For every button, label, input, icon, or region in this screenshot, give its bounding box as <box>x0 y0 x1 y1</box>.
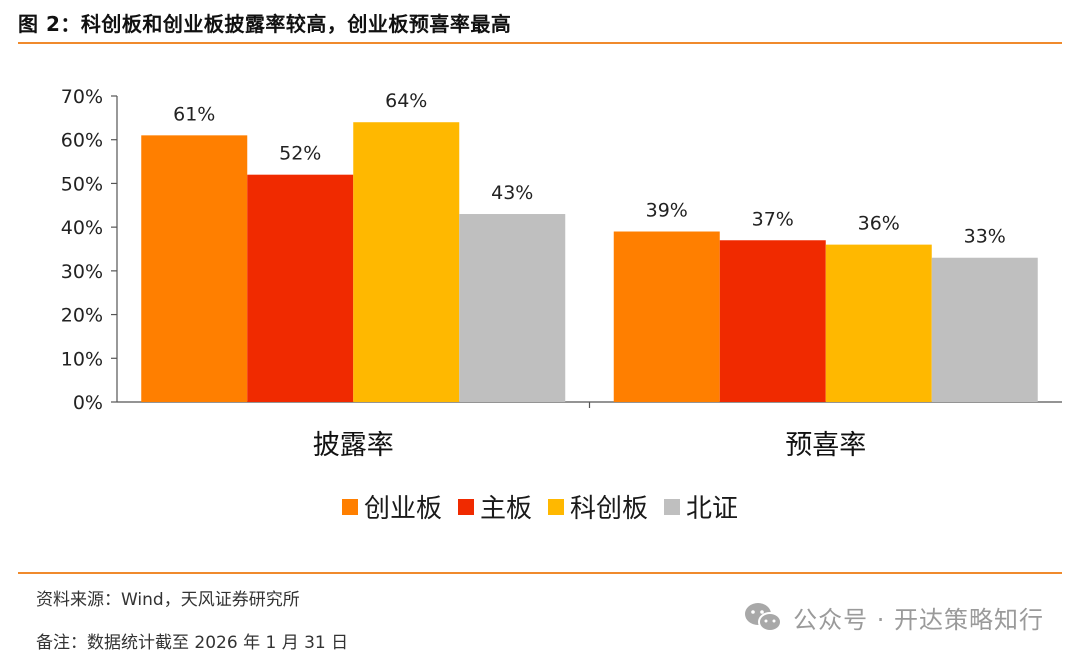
y-tick-label: 50% <box>61 173 103 195</box>
x-category-label: 披露率 <box>313 430 394 461</box>
y-tick-label: 70% <box>61 86 103 108</box>
x-category-label: 预喜率 <box>785 430 866 461</box>
data-label: 37% <box>752 208 794 230</box>
bar <box>247 174 354 402</box>
y-tick-label: 0% <box>73 392 103 414</box>
chart-legend: 创业板 主板 科创板 北证 <box>0 488 1080 525</box>
data-label: 61% <box>173 103 215 125</box>
legend-swatch <box>664 498 681 515</box>
legend-swatch <box>548 498 564 515</box>
y-tick-label: 20% <box>61 305 103 327</box>
bar <box>353 122 460 402</box>
y-tick-label: 40% <box>61 217 103 239</box>
legend-swatch <box>341 498 358 515</box>
bar <box>825 244 932 402</box>
bar <box>931 257 1038 402</box>
watermark-text: 公众号 · 开达策略知行 <box>793 606 1044 634</box>
data-label: 52% <box>279 143 321 165</box>
title-divider <box>18 42 1062 44</box>
legend-item: 创业板 <box>341 488 442 525</box>
legend-label: 主板 <box>479 494 532 524</box>
legend-swatch <box>457 498 474 515</box>
y-tick-label: 10% <box>61 348 103 370</box>
data-label: 33% <box>964 226 1006 248</box>
data-label: 43% <box>491 182 533 204</box>
footer-divider <box>18 572 1062 574</box>
y-tick-label: 30% <box>61 261 103 283</box>
bar <box>141 135 248 402</box>
data-label: 36% <box>858 213 900 235</box>
y-tick-label: 60% <box>61 130 103 152</box>
bar <box>719 240 826 402</box>
legend-item: 科创板 <box>548 488 648 525</box>
legend-item: 北证 <box>664 488 738 525</box>
legend-label: 创业板 <box>363 494 442 524</box>
legend-item: 主板 <box>457 488 532 525</box>
wechat-icon <box>745 602 783 632</box>
bar <box>613 231 720 402</box>
bar <box>459 214 566 402</box>
legend-label: 科创板 <box>570 494 649 524</box>
source-note: 资料来源：Wind，天风证券研究所 <box>36 590 300 610</box>
data-label: 64% <box>385 90 427 112</box>
watermark: 公众号 · 开达策略知行 <box>743 600 1044 635</box>
remark-note: 备注：数据统计截至 2026 年 1 月 31 日 <box>36 633 349 653</box>
bar-chart: 0% 10% 20% 30% 40% 50% 60% 70% 61% 52% 64% 43% 披露率 39… <box>61 86 1062 461</box>
data-label: 39% <box>646 200 688 222</box>
legend-label: 北证 <box>686 494 739 524</box>
figure-title: 图 2：科创板和创业板披露率较高，创业板预喜率最高 <box>18 12 512 36</box>
